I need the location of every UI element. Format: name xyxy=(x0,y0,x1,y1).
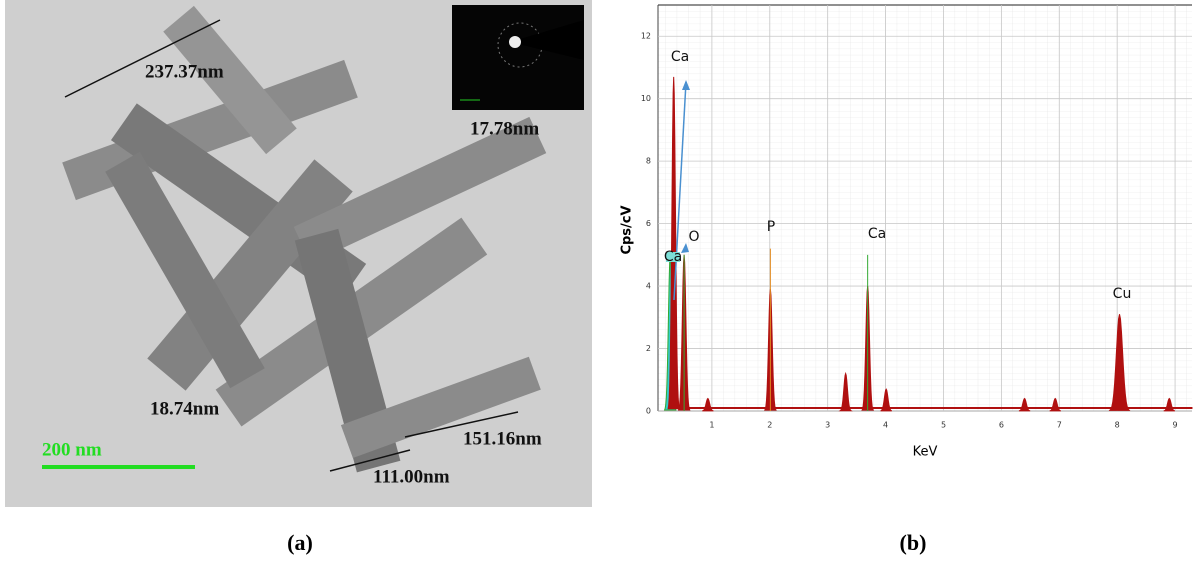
y-tick-label: 8 xyxy=(646,157,651,166)
x-tick-label: 9 xyxy=(1173,421,1178,430)
peak xyxy=(702,397,714,412)
tem-label: 18.74nm xyxy=(150,398,219,419)
x-tick-label: 6 xyxy=(999,421,1004,430)
tem-label: 17.78nm xyxy=(470,118,539,139)
annotation: P xyxy=(767,219,775,235)
caption: (b) xyxy=(900,530,927,555)
annotation: O xyxy=(688,229,699,245)
x-tick-label: 1 xyxy=(709,421,714,430)
x-tick-label: 7 xyxy=(1057,421,1062,430)
plot-area xyxy=(658,5,1192,411)
peak xyxy=(1018,397,1031,412)
arrowhead xyxy=(681,243,689,253)
x-tick-label: 8 xyxy=(1115,421,1120,430)
tem-label: 237.37nm xyxy=(145,61,224,82)
y-tick-label: 4 xyxy=(646,282,651,291)
peak xyxy=(838,371,853,412)
annotation: Ca xyxy=(671,49,689,65)
peak xyxy=(1163,397,1176,412)
y-axis-label: Cps/cV xyxy=(620,205,635,254)
x-axis-label: KeV xyxy=(913,445,938,460)
scale-bar-label: 200 nm xyxy=(42,439,102,460)
caption: (a) xyxy=(287,530,313,555)
arrowhead xyxy=(682,80,690,90)
y-tick-label: 2 xyxy=(646,344,651,353)
x-tick-label: 3 xyxy=(825,421,830,430)
tem-image: 237.37nm 17.78nm 18.74nm 151.16nm 111.00… xyxy=(5,0,592,507)
y-tick-label: 6 xyxy=(646,219,651,228)
annotation: Ca xyxy=(868,226,886,242)
peak xyxy=(667,76,680,410)
tem-label: 111.00nm xyxy=(373,466,450,487)
y-tick-label: 12 xyxy=(641,32,651,41)
peak xyxy=(1108,314,1131,411)
x-tick-label: 5 xyxy=(941,421,946,430)
peak xyxy=(1049,397,1061,412)
x-tick-label: 2 xyxy=(767,421,772,430)
x-tick-label: 4 xyxy=(883,421,888,430)
peak xyxy=(880,388,892,412)
tem-label: 151.16nm xyxy=(463,428,542,449)
annotation: Ca xyxy=(664,249,682,265)
arrow xyxy=(673,81,687,301)
y-tick-label: 10 xyxy=(641,94,651,103)
annotation-box xyxy=(666,252,680,262)
y-tick-label: 0 xyxy=(646,407,651,416)
annotation: Cu xyxy=(1113,286,1132,302)
